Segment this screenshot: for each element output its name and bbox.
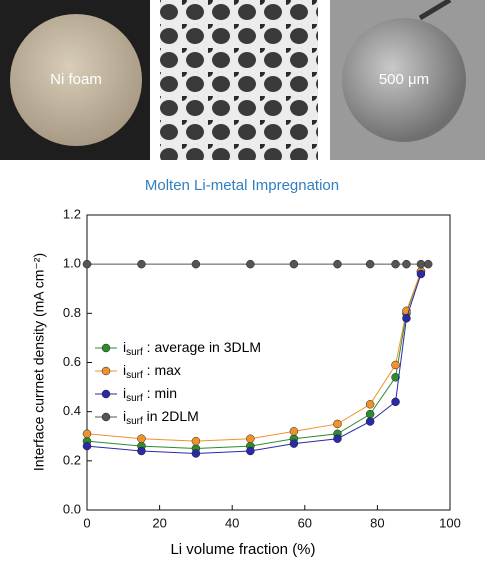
photo-label: Ni foam bbox=[50, 71, 102, 88]
y-tick-label: 1.0 bbox=[63, 256, 81, 271]
point bbox=[246, 446, 255, 456]
point bbox=[365, 409, 375, 419]
x-tick-label: 60 bbox=[298, 515, 312, 530]
point bbox=[423, 259, 433, 269]
point bbox=[391, 373, 400, 382]
x-tick-label: 40 bbox=[225, 515, 239, 530]
point bbox=[246, 434, 255, 443]
y-axis-label: Interface currnet density (mA cm⁻²) bbox=[31, 253, 47, 471]
point bbox=[191, 259, 201, 269]
series-line bbox=[86, 271, 422, 450]
point bbox=[246, 259, 255, 269]
point bbox=[82, 259, 92, 269]
legend-label: isurf : min bbox=[123, 385, 177, 404]
point bbox=[333, 434, 342, 443]
point bbox=[191, 449, 201, 458]
photo-ni-foam: Ni foam bbox=[0, 0, 150, 160]
x-axis-label: Li volume fraction (%) bbox=[170, 541, 315, 558]
y-tick-label: 0.8 bbox=[63, 305, 81, 320]
y-tick-label: 0.2 bbox=[63, 452, 81, 467]
point bbox=[365, 400, 375, 409]
x-tick-label: 0 bbox=[83, 515, 90, 530]
point bbox=[191, 436, 201, 446]
legend-marker bbox=[101, 366, 111, 376]
y-tick-label: 1.2 bbox=[63, 206, 81, 221]
point bbox=[402, 314, 411, 323]
point bbox=[289, 427, 299, 436]
x-tick-label: 20 bbox=[152, 515, 166, 530]
legend-label: isurf : max bbox=[123, 362, 181, 381]
photo-li: 500 μm bbox=[330, 0, 485, 160]
x-tick-label: 100 bbox=[439, 515, 461, 530]
photo-label: 500 μm bbox=[379, 71, 429, 88]
point bbox=[333, 419, 342, 429]
point bbox=[137, 434, 146, 443]
point bbox=[137, 259, 146, 269]
point bbox=[289, 259, 299, 269]
series-line bbox=[86, 271, 422, 442]
point bbox=[416, 269, 426, 279]
point bbox=[391, 397, 400, 407]
y-tick-label: 0.6 bbox=[63, 354, 81, 369]
legend-marker bbox=[101, 389, 111, 399]
series-line bbox=[86, 273, 422, 454]
point bbox=[82, 441, 92, 451]
point bbox=[82, 429, 92, 439]
point bbox=[365, 417, 375, 426]
legend-label: isurf in 2DLM bbox=[123, 408, 199, 427]
x-tick-label: 80 bbox=[370, 515, 384, 530]
photo-sem bbox=[160, 0, 318, 160]
heading: Molten Li-metal Impregnation bbox=[145, 177, 339, 194]
point bbox=[416, 259, 426, 269]
y-tick-label: 0.4 bbox=[63, 403, 81, 418]
point bbox=[365, 259, 375, 269]
point bbox=[333, 259, 342, 269]
legend-marker bbox=[101, 412, 111, 422]
point bbox=[289, 439, 299, 448]
legend-marker bbox=[101, 343, 111, 353]
legend-label: isurf : average in 3DLM bbox=[123, 339, 261, 358]
y-tick-label: 0.0 bbox=[63, 501, 81, 516]
point bbox=[402, 259, 411, 269]
point bbox=[391, 360, 400, 370]
point bbox=[137, 446, 146, 456]
point bbox=[391, 259, 400, 269]
